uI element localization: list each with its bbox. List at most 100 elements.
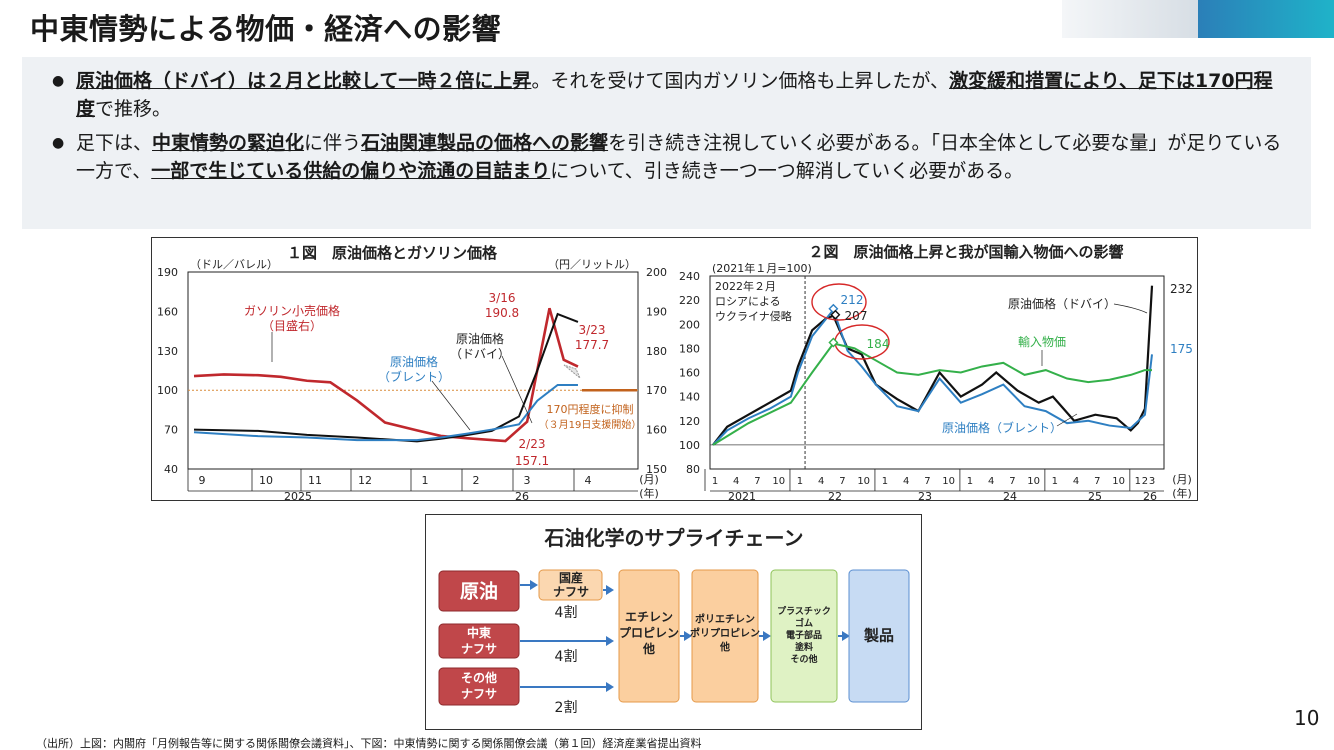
chart1-left-tick-label: 40 [164,463,178,476]
chart2-year-label: 2021 [728,490,756,502]
chart2-event-label: ウクライナ侵略 [715,309,792,323]
chart2-x-tick-label: 10 [857,476,870,487]
page-number: 10 [1294,706,1320,730]
chart2-end-label: 175 [1170,342,1193,356]
chart1-dubai-label: 原油価格 [456,331,504,346]
stage-products-label: 電子部品 [786,629,822,641]
chart2-x-tick-label: 4 [988,476,994,487]
chart2-y-tick-label: 160 [679,367,700,380]
chart2-end-label: 232 [1170,282,1193,296]
chart2-x-tick-label: 10 [772,476,785,487]
arrow-middle-east-head [606,636,614,646]
arrow-stage2-head [763,631,771,641]
bullet-dot-icon: ● [52,135,65,151]
chart2-event-label: ロシアによる [715,295,781,308]
source-other-box [438,667,520,706]
chart1-x-tick-label: 9 [199,474,206,487]
final-product-label: 製品 [863,626,894,644]
stage-ethylene-label: 他 [642,641,655,656]
bullet-dot-icon: ● [52,73,65,89]
chart1-annotation-value: 190.8 [485,306,519,320]
chart2-y-tick-label: 100 [679,439,700,452]
chart1-right-axis-label: （円／リットル） [548,258,636,271]
chart2-x-tick-label: 4 [733,476,739,487]
chart2-y-tick-label: 80 [686,463,700,476]
chart2-peak-marker [828,337,839,348]
chart2-x-tick-label: 4 [1073,476,1079,487]
chart1-left-tick-label: 190 [157,266,178,279]
chart2-series-line-2 [712,342,1152,446]
stage-products-box [770,569,838,703]
chart2-import-label: 輸入物価 [1018,334,1066,349]
domestic-naphtha-box [538,569,603,601]
chart1-annotation-suppression: 170円程度に抑制 [547,402,634,416]
chart1-x-unit: (月) [639,473,659,486]
chart2-plot-frame [709,275,1165,470]
chart1-year-label: 26 [515,490,529,502]
chart1-x-tick-label: 11 [308,474,322,487]
chart2-highlight-circle [811,283,867,321]
chart2-series-line-0 [712,285,1154,446]
chart1-x-tick-label: 1 [422,474,429,487]
chart2-year-label: 26 [1143,490,1157,502]
chart1-series-line-1 [193,312,579,443]
chart2-year-label: 23 [918,490,932,502]
header-decoration-light [1062,0,1202,38]
chart1-x-tick-label: 3 [524,474,531,487]
supply-chain-diagram: 石油化学のサプライチェーン 原油 中東 ナフサ その他 ナフサ 国産 ナフサ 4割 4割 2割 エチレ… [425,514,922,730]
chart1-title: １図 原油価格とガソリン価格 [287,244,498,262]
chart2-dubai-label: 原油価格（ドバイ） [1008,296,1116,311]
chart1-arrow-icon [563,364,581,379]
chart2-x-tick-label: 1 [797,476,803,487]
share-label: 2割 [555,699,578,716]
header-decoration-accent [1198,0,1334,38]
chart2-x-tick-label: 7 [924,476,930,487]
chart2-brent-label: 原油価格（ブレント） [942,420,1062,435]
chart1-left-axis-label: （ドル／バレル） [190,258,278,271]
stage-products-label: プラスチック [777,605,831,617]
chart1-right-tick-label: 170 [646,384,667,397]
chart2-marker-label: 212 [841,293,864,307]
charts-panel: １図 原油価格とガソリン価格 （ドル／バレル） （円／リットル） 40 70 100 130… [151,237,1198,502]
chart2-x-tick-label: 2 [1142,476,1148,487]
chart1-x-tick-label: 4 [585,474,592,487]
chart1-leader-line [501,355,533,424]
source-other-label: ナフサ [461,687,497,701]
chart2-year-label: 24 [1003,490,1017,502]
chart2-x-tick-label: 7 [839,476,845,487]
chart1-annotation-date: 3/16 [489,291,516,305]
chart2-year-label: 22 [828,490,842,502]
chart2-leader-line [1113,303,1148,314]
chart2-y-tick-label: 140 [679,391,700,404]
source-note: （出所）上図：内閣府「月例報告等に関する関係閣僚会議資料」、下図：中東情勢に関す… [36,737,702,750]
bullet-text-2: 足下は、中東情勢の緊迫化に伴う石油関連製品の価格への影響を引き続き注視していく必… [76,132,1282,182]
chart2-x-unit: (月) [1172,473,1192,486]
chart1-annotation-value: 157.1 [515,454,549,468]
chart2-x-tick-label: 10 [942,476,955,487]
chart1-left-tick-label: 160 [157,305,178,318]
stage-polymer-label: ポリプロピレン [690,627,760,640]
chart1-right-tick-label: 150 [646,463,667,476]
chart2-index-note: (2021年１月=100) [712,261,812,275]
share-label: 4割 [555,604,578,621]
chart2-x-tick-label: 4 [818,476,824,487]
stage-ethylene-box [618,569,680,703]
chart2-x-tick-label: 7 [1009,476,1015,487]
chart2-x-tick-label: 1 [712,476,718,487]
supply-chain-title: 石油化学のサプライチェーン [544,526,804,550]
source-crude-label: 原油 [460,581,498,603]
chart1-year-label: 2025 [284,490,312,502]
chart1-left-tick-label: 100 [157,384,178,397]
supply-chain-svg: 石油化学のサプライチェーン原油中東ナフサその他ナフサ国産ナフサ4割4割2割エチレ… [438,526,910,716]
chart2-x-tick-label: 1 [882,476,888,487]
arrow-stage1-head [684,631,692,641]
chart2-marker-label: 184 [867,337,890,351]
chart2-x-tick-label: 1 [1052,476,1058,487]
final-product-box [848,569,910,703]
arrow-crude-head [530,580,538,590]
chart1-brent-note: （ブレント） [378,369,450,384]
chart1-x-tick-label: 2 [473,474,480,487]
chart2-x-tick-label: 10 [1027,476,1040,487]
chart2-y-tick-label: 220 [679,294,700,307]
source-middle-east-box [438,623,520,659]
